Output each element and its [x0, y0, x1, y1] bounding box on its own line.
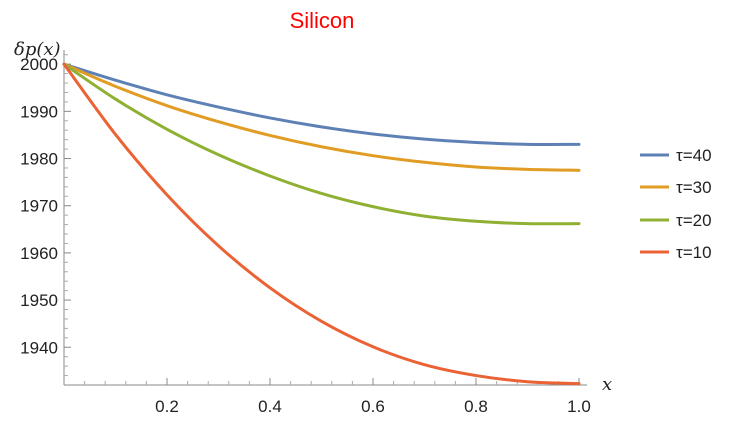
- legend-label: τ=30: [676, 178, 712, 197]
- series-group: [62, 62, 581, 386]
- legend-label: τ=20: [676, 211, 712, 230]
- y-tick-label: 1970: [20, 197, 58, 216]
- x-tick-label: 0.8: [464, 397, 488, 416]
- x-axis-label: x: [602, 374, 612, 395]
- y-tick-label: 1990: [20, 102, 58, 121]
- series-line-3: [62, 62, 581, 226]
- axis-ticks: 1940 1950 1960 1970 1980 1990 2000 0.2 0.4 0.6 0.8…: [20, 54, 591, 416]
- legend: τ=40 τ=30 τ=20 τ=10: [640, 146, 712, 262]
- y-tick-label: 1980: [20, 150, 58, 169]
- series-line-4: [62, 62, 581, 386]
- y-tick-label: 1950: [20, 291, 58, 310]
- series-line-1: [62, 62, 581, 147]
- x-tick-label: 0.6: [361, 397, 385, 416]
- chart-title: Silicon: [290, 8, 355, 33]
- y-axis-label: δp(x): [14, 39, 61, 60]
- x-tick-label: 0.4: [258, 397, 282, 416]
- y-tick-label: 2000: [20, 55, 58, 74]
- legend-label: τ=10: [676, 243, 712, 262]
- x-tick-label: 1.0: [567, 397, 591, 416]
- series-line-2: [62, 62, 581, 172]
- x-tick-label: 0.2: [155, 397, 179, 416]
- y-tick-label: 1960: [20, 244, 58, 263]
- legend-label: τ=40: [676, 146, 712, 165]
- y-tick-label: 1940: [20, 338, 58, 357]
